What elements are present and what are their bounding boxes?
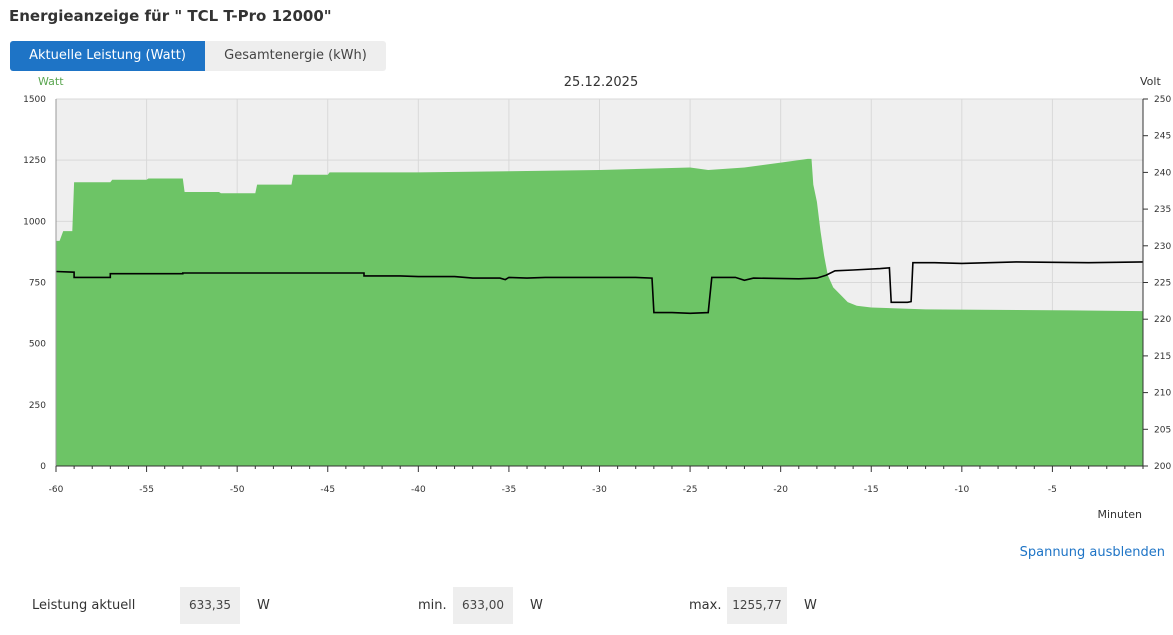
y-right-tick-label: 205	[1154, 425, 1171, 435]
stats-row: Leistung aktuell 633,35 W min. 633,00 W …	[0, 587, 1173, 625]
y-left-tick-label: 1500	[23, 95, 46, 105]
y-right-tick-label: 210	[1154, 389, 1171, 399]
x-tick-label: -25	[683, 485, 698, 495]
y-left-tick-label: 250	[29, 401, 46, 411]
current-power-label: Leistung aktuell	[32, 598, 136, 613]
current-power-value: 633,35	[180, 587, 240, 624]
x-tick-label: -10	[954, 485, 969, 495]
voltage-line	[55, 261, 1144, 315]
x-tick-label: -5	[1048, 485, 1057, 495]
chart-title: 25.12.2025	[564, 75, 638, 90]
y-right-tick-label: 245	[1154, 132, 1171, 142]
y-right-tick-label: 225	[1154, 279, 1171, 289]
x-tick-label: -15	[864, 485, 879, 495]
x-axis-label: Minuten	[1097, 508, 1142, 521]
y-left-tick-label: 1000	[23, 217, 46, 227]
y-left-tick-label: 0	[40, 462, 46, 472]
power-chart: -60 -55 -50 -45 -40 -35 -30 -25 -20 -15 -10 -5 0 250 5…	[0, 70, 1173, 530]
max-power-unit: W	[804, 598, 817, 613]
y-right-tick-label: 250	[1154, 95, 1171, 105]
y-left-tick-label: 500	[29, 340, 46, 350]
view-tabs: Aktuelle Leistung (Watt) Gesamtenergie (…	[10, 41, 386, 71]
y-right-tick-label: 220	[1154, 315, 1171, 325]
max-power-label: max.	[689, 598, 722, 613]
x-tick-label: -50	[230, 485, 245, 495]
min-power-label: min.	[418, 598, 447, 613]
y-right-label: Volt	[1140, 75, 1161, 88]
y-left-tick-label: 1250	[23, 156, 46, 166]
y-left-tick-label: 750	[29, 279, 46, 289]
y-left-label: Watt	[38, 75, 64, 88]
x-tick-label: -35	[502, 485, 517, 495]
page-title: Energieanzeige für " TCL T-Pro 12000"	[9, 7, 332, 25]
power-area	[56, 158, 1143, 466]
min-power-unit: W	[530, 598, 543, 613]
current-power-unit: W	[257, 598, 270, 613]
x-tick-label: -40	[411, 485, 426, 495]
x-tick-label: -45	[320, 485, 335, 495]
y-right-tick-label: 240	[1154, 168, 1171, 178]
x-tick-label: -20	[773, 485, 788, 495]
tab-total-energy[interactable]: Gesamtenergie (kWh)	[205, 41, 386, 71]
tab-current-power[interactable]: Aktuelle Leistung (Watt)	[10, 41, 205, 71]
x-tick-label: -30	[592, 485, 607, 495]
min-power-value: 633,00	[453, 587, 513, 624]
x-tick-label: -55	[139, 485, 154, 495]
toggle-voltage-link[interactable]: Spannung ausblenden	[1019, 545, 1165, 560]
max-power-value: 1255,77	[727, 587, 787, 624]
power-chart-svg: -60 -55 -50 -45 -40 -35 -30 -25 -20 -15 -10 -502505…	[23, 75, 1171, 521]
y-right-tick-label: 215	[1154, 352, 1171, 362]
axes: -60 -55 -50 -45 -40 -35 -30 -25 -20 -15 -10 -502505…	[23, 95, 1171, 495]
y-right-tick-label: 200	[1154, 462, 1171, 472]
x-tick-label: -60	[49, 485, 64, 495]
y-right-tick-label: 230	[1154, 242, 1171, 252]
y-right-tick-label: 235	[1154, 205, 1171, 215]
